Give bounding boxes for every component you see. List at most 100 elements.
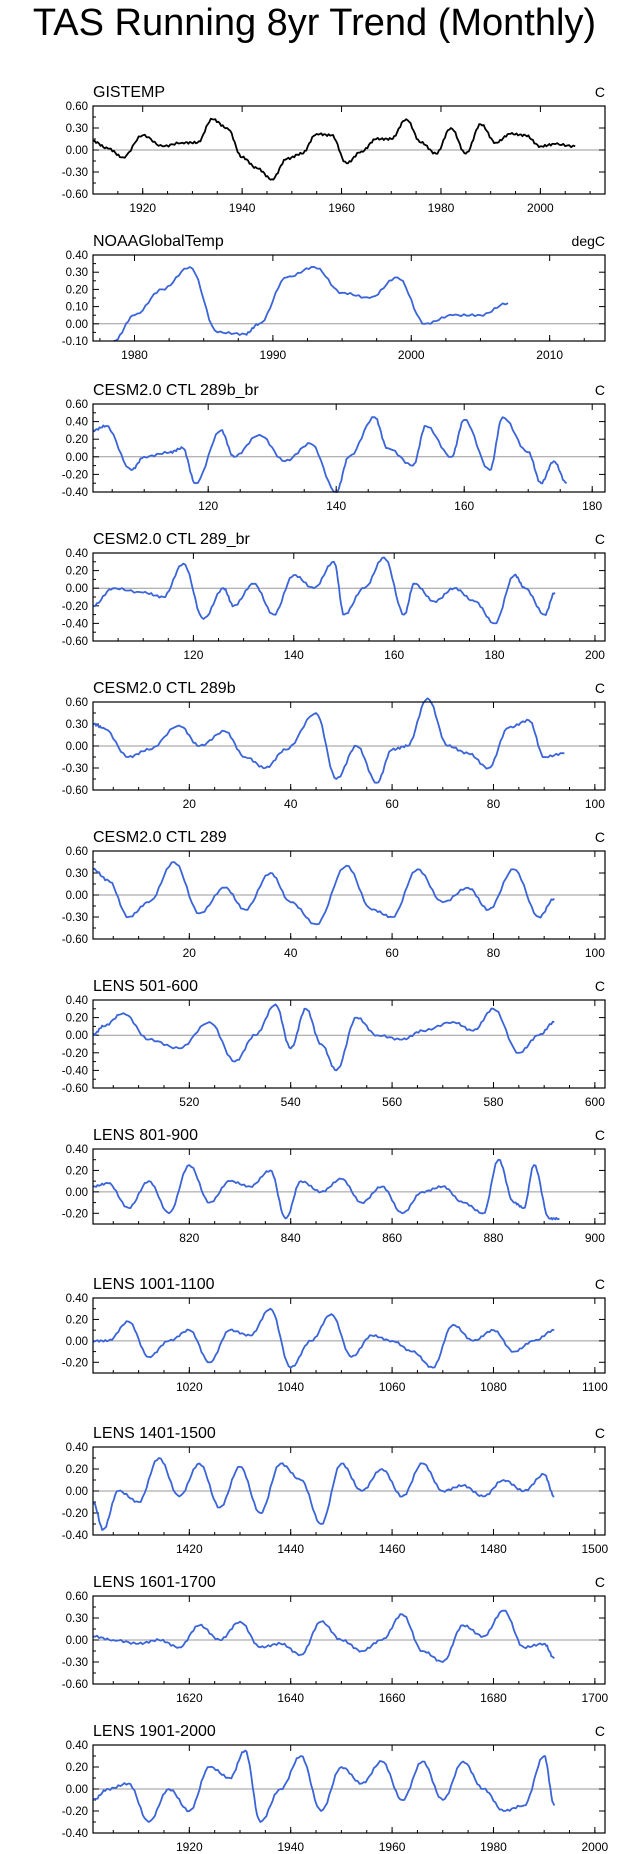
y-tick-label: -0.60	[62, 636, 88, 648]
page-title: TAS Running 8yr Trend (Monthly)	[32, 2, 597, 44]
panel-title: LENS 1901-2000	[93, 1723, 216, 1740]
x-tick-label: 1020	[176, 1380, 203, 1394]
panel-title: NOAAGlobalTemp	[93, 233, 224, 250]
panel-units: C	[595, 978, 605, 994]
panel-units: C	[595, 1127, 605, 1143]
series-line	[92, 1749, 556, 1823]
x-tick-label: 820	[179, 1231, 199, 1245]
panel-title: LENS 1601-1700	[93, 1574, 216, 1591]
x-tick-label: 540	[281, 1095, 301, 1109]
x-tick-label: 100	[585, 797, 605, 811]
x-tick-label: 1440	[277, 1542, 304, 1556]
x-tick-label: 1460	[379, 1542, 406, 1556]
y-tick-label: 0.30	[66, 1613, 88, 1625]
panel-title: CESM2.0 CTL 289b	[93, 680, 236, 697]
y-tick-label: 0.00	[66, 1784, 88, 1796]
x-tick-label: 860	[382, 1231, 402, 1245]
y-tick-label: 0.40	[66, 1740, 88, 1752]
panel-units: C	[595, 382, 605, 398]
x-tick-label: 80	[487, 946, 501, 960]
plot-frame	[92, 1446, 606, 1536]
y-tick-label: -0.60	[62, 1083, 88, 1095]
y-tick-label: 0.00	[66, 145, 88, 157]
series-line	[92, 1307, 555, 1369]
panel-units: C	[595, 1723, 605, 1739]
x-tick-label: 140	[284, 648, 304, 662]
panel-title: LENS 801-900	[93, 1127, 198, 1144]
x-tick-label: 160	[384, 648, 404, 662]
x-tick-label: 1100	[582, 1380, 608, 1394]
y-tick-label: 0.20	[66, 1165, 88, 1177]
plot-frame	[92, 1744, 606, 1834]
y-tick-label: -0.40	[62, 1828, 88, 1840]
panel-4: CESM2.0 CTL 289_br C 0.40 0.20 0.00 -0.20 -0.4…	[62, 531, 606, 662]
y-tick-label: -0.30	[62, 1657, 88, 1669]
y-tick-label: -0.30	[62, 763, 88, 775]
panel-6: CESM2.0 CTL 289 C 0.60 0.30 0.00 -0.30 -0.60 20…	[62, 829, 606, 960]
x-tick-label: 140	[326, 499, 346, 513]
y-tick-label: -0.20	[62, 1508, 88, 1520]
x-tick-label: 120	[198, 499, 218, 513]
x-tick-label: 2000	[582, 1840, 609, 1854]
x-tick-label: 2010	[536, 348, 563, 362]
series-line	[92, 416, 568, 493]
y-tick-label: -0.40	[62, 618, 88, 630]
x-tick-label: 1640	[277, 1691, 304, 1705]
panel-2: NOAAGlobalTemp degC 0.40 0.30 0.20 0.10 0.00 -0…	[62, 233, 606, 362]
y-tick-label: 0.10	[66, 302, 88, 314]
series-line	[92, 556, 556, 625]
plot-frame	[92, 1297, 606, 1374]
x-tick-label: 80	[487, 797, 501, 811]
panel-units: degC	[572, 233, 605, 249]
panel-title: LENS 1001-1100	[93, 1276, 215, 1293]
y-tick-label: 0.40	[66, 1144, 88, 1156]
panel-title: CESM2.0 CTL 289_br	[93, 531, 250, 548]
y-tick-label: 0.20	[66, 566, 88, 578]
x-tick-label: 1420	[176, 1542, 203, 1556]
x-tick-label: 40	[284, 946, 298, 960]
x-tick-label: 1660	[379, 1691, 406, 1705]
x-tick-label: 2000	[527, 201, 554, 215]
y-tick-label: -0.10	[62, 336, 88, 348]
panel-units: C	[595, 1276, 605, 1292]
plot-frame	[92, 850, 606, 940]
plot-frame	[92, 701, 606, 791]
panel-10: LENS 1401-1500 C 0.40 0.20 0.00 -0.20 -0.40 142…	[62, 1425, 609, 1556]
y-tick-label: 0.60	[66, 399, 88, 411]
y-tick-label: 0.60	[66, 846, 88, 858]
x-tick-label: 900	[585, 1231, 605, 1245]
series-line	[92, 1158, 560, 1221]
y-tick-label: -0.20	[62, 1357, 88, 1369]
y-tick-label: 0.30	[66, 123, 88, 135]
panel-title: LENS 1401-1500	[93, 1425, 216, 1442]
x-tick-label: 1980	[480, 1840, 507, 1854]
y-tick-label: 0.40	[66, 250, 88, 262]
panel-title: CESM2.0 CTL 289	[93, 829, 227, 846]
x-tick-label: 60	[385, 797, 399, 811]
plot-frame	[92, 1595, 606, 1685]
x-tick-label: 1960	[379, 1840, 406, 1854]
x-tick-label: 580	[483, 1095, 503, 1109]
plot-frame	[92, 105, 606, 195]
y-tick-label: 0.40	[66, 548, 88, 560]
x-tick-label: 200	[585, 648, 605, 662]
panel-units: C	[595, 680, 605, 696]
x-tick-label: 1940	[229, 201, 256, 215]
x-tick-label: 1500	[582, 1542, 609, 1556]
panel-units: C	[595, 1425, 605, 1441]
series-line	[92, 697, 565, 784]
x-tick-label: 1680	[480, 1691, 507, 1705]
panel-units: C	[595, 1574, 605, 1590]
x-tick-label: 1920	[129, 201, 156, 215]
panel-12: LENS 1901-2000 C 0.40 0.20 0.00 -0.20 -0.40 192…	[62, 1723, 609, 1854]
y-tick-label: 0.30	[66, 267, 88, 279]
plot-frame	[92, 403, 606, 493]
x-tick-label: 1700	[582, 1691, 609, 1705]
series-line	[113, 265, 509, 342]
y-tick-label: -0.40	[62, 487, 88, 499]
y-tick-label: 0.00	[66, 583, 88, 595]
x-tick-label: 840	[281, 1231, 301, 1245]
y-tick-label: 0.20	[66, 1464, 88, 1476]
y-tick-label: -0.30	[62, 912, 88, 924]
